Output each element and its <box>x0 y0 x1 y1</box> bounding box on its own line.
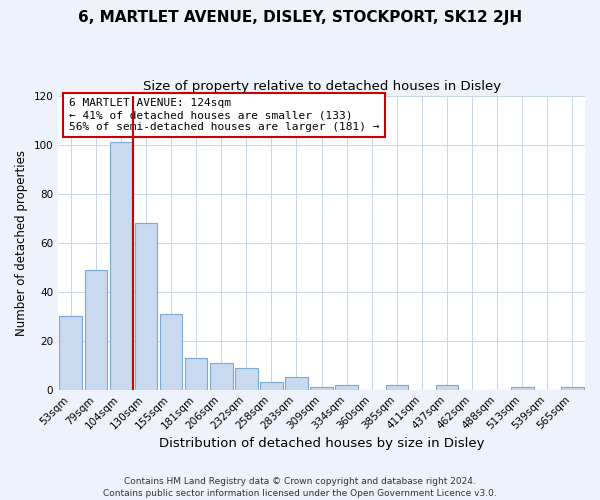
Bar <box>335 385 358 390</box>
Text: 6 MARTLET AVENUE: 124sqm
← 41% of detached houses are smaller (133)
56% of semi-: 6 MARTLET AVENUE: 124sqm ← 41% of detach… <box>69 98 379 132</box>
Text: Contains HM Land Registry data © Crown copyright and database right 2024.
Contai: Contains HM Land Registry data © Crown c… <box>103 476 497 498</box>
Bar <box>561 388 584 390</box>
Bar <box>436 385 458 390</box>
Bar <box>386 385 408 390</box>
Bar <box>210 363 233 390</box>
Bar <box>260 382 283 390</box>
Bar <box>59 316 82 390</box>
Text: 6, MARTLET AVENUE, DISLEY, STOCKPORT, SK12 2JH: 6, MARTLET AVENUE, DISLEY, STOCKPORT, SK… <box>78 10 522 25</box>
Bar <box>511 388 533 390</box>
Y-axis label: Number of detached properties: Number of detached properties <box>15 150 28 336</box>
Bar <box>85 270 107 390</box>
Bar <box>285 378 308 390</box>
X-axis label: Distribution of detached houses by size in Disley: Distribution of detached houses by size … <box>159 437 484 450</box>
Bar <box>235 368 257 390</box>
Bar <box>134 223 157 390</box>
Bar <box>310 388 333 390</box>
Title: Size of property relative to detached houses in Disley: Size of property relative to detached ho… <box>143 80 500 93</box>
Bar <box>160 314 182 390</box>
Bar <box>185 358 208 390</box>
Bar <box>110 142 132 390</box>
